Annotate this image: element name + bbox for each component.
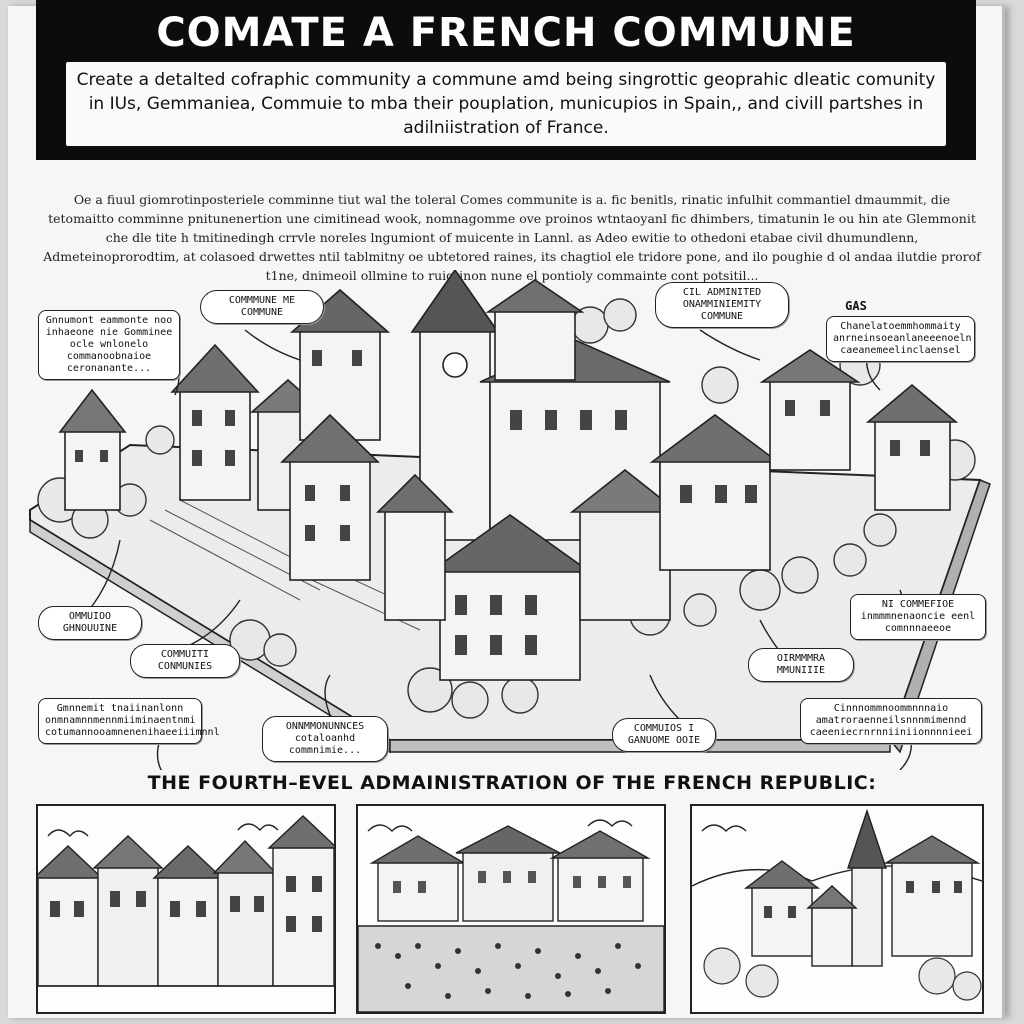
callout-label: Gnnumont eammonte noo inhaeone nie Gommi… (38, 310, 180, 380)
callout-label: COMMUIOS I GANUOME OOIE (612, 718, 716, 752)
callout-label: Cinnnommnoommnnnaio amatroraenneilsnnnmi… (800, 698, 982, 744)
window-pattern (75, 350, 930, 655)
callout-label: CIL ADMINITED ONAMMINIEMITY COMMUNE (655, 282, 789, 328)
title-banner: COMATE A FRENCH COMMUNE Create a detalte… (36, 0, 976, 160)
panel-church-village (690, 804, 984, 1014)
callout-label: COMMMUNE ME COMMUNE (200, 290, 324, 324)
callout-label: ONNMMONUNNCES cotaloanhd commnimie... (262, 716, 388, 762)
commune-illustration (29, 270, 991, 770)
callout-label: Gmnnemit tnaiinanlonn onmnamnnmennmiimin… (38, 698, 220, 744)
panel-town-square (356, 804, 666, 1014)
callout-label: Chanelatoemmhommaity anrneinsoeanlaneeen… (826, 316, 975, 362)
crowd-pattern (375, 943, 641, 999)
section-heading: THE FOURTH–EVEL ADMAINISTRATION OF THE F… (147, 772, 877, 794)
callout-label: OMMUIOO GHNOUUINE (38, 606, 142, 640)
callout-label: COMMUITI CONMUNIES (130, 644, 240, 678)
panel-street-scene (36, 804, 336, 1014)
callout-label: GAS (845, 299, 867, 313)
callout-label: NI COMMEFIOE inmmmnenaoncie eenl comnnna… (850, 594, 986, 640)
page-title: COMATE A FRENCH COMMUNE (156, 10, 856, 56)
building-group (58, 270, 959, 681)
intro-paragraph: Oe a fiuul giomrotinposteriele comminne … (43, 192, 981, 283)
callout-label: OIRMMMRA MMUNIIIE (748, 648, 854, 682)
page-subtitle: Create a detalted cofraphic community a … (66, 62, 946, 146)
